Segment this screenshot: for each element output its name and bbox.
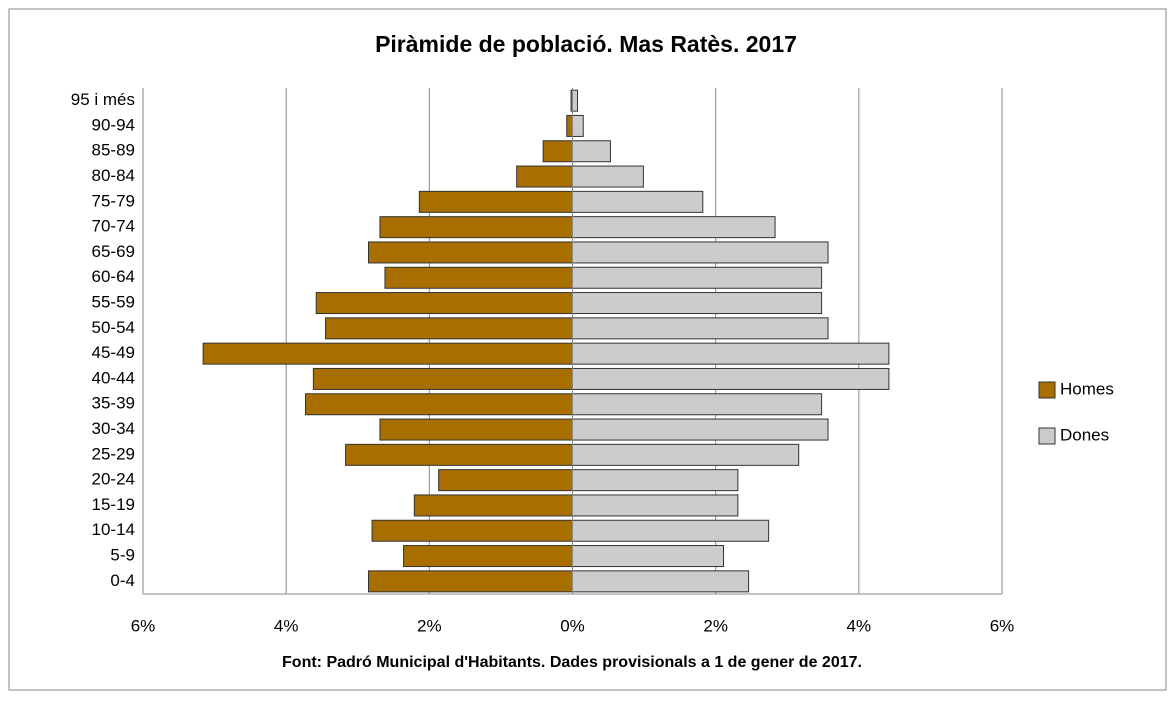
y-tick-label: 30-34 xyxy=(92,419,135,438)
x-tick-label: 6% xyxy=(990,616,1015,635)
bar xyxy=(403,545,573,568)
bar xyxy=(345,443,574,466)
bar xyxy=(572,570,750,593)
bar xyxy=(304,393,573,416)
bar xyxy=(371,519,574,542)
bar xyxy=(572,114,584,137)
bar xyxy=(516,165,573,188)
legend-label: Dones xyxy=(1060,425,1109,444)
bar xyxy=(572,393,823,416)
y-tick-label: 60-64 xyxy=(92,267,135,286)
y-tick-label: 75-79 xyxy=(92,191,135,210)
y-tick-label: 20-24 xyxy=(92,470,135,489)
bar xyxy=(572,494,739,517)
legend-label: Homes xyxy=(1060,379,1114,398)
y-tick-label: 45-49 xyxy=(92,343,135,362)
y-tick-label: 40-44 xyxy=(92,368,135,387)
bar xyxy=(325,317,573,340)
bar xyxy=(572,519,770,542)
y-tick-label: 65-69 xyxy=(92,242,135,261)
bar xyxy=(438,469,573,492)
source-note: Font: Padró Municipal d'Habitants. Dades… xyxy=(282,654,862,671)
bar xyxy=(572,190,704,213)
bar xyxy=(379,418,573,441)
bar xyxy=(315,292,573,315)
bar xyxy=(542,140,573,163)
bar xyxy=(572,469,739,492)
x-tick-label: 0% xyxy=(560,616,585,635)
bar xyxy=(202,342,573,365)
y-tick-label: 55-59 xyxy=(92,293,135,312)
legend-swatch xyxy=(1038,427,1056,445)
bar xyxy=(572,241,829,264)
y-tick-label: 95 i més xyxy=(71,90,135,109)
bar xyxy=(572,342,890,365)
bar xyxy=(572,317,829,340)
bar xyxy=(572,545,725,568)
bar xyxy=(572,443,800,466)
y-tick-label: 25-29 xyxy=(92,444,135,463)
chart-title: Piràmide de població. Mas Ratès. 2017 xyxy=(375,31,797,57)
bar xyxy=(572,89,579,112)
bar xyxy=(312,367,573,390)
bar xyxy=(384,266,573,289)
y-tick-label: 10-14 xyxy=(92,520,135,539)
bar xyxy=(379,216,573,239)
y-tick-label: 35-39 xyxy=(92,394,135,413)
bar xyxy=(413,494,574,517)
bar xyxy=(367,570,573,593)
bar xyxy=(572,292,823,315)
bar xyxy=(367,241,573,264)
x-tick-label: 2% xyxy=(417,616,442,635)
y-tick-label: 5-9 xyxy=(110,546,135,565)
y-tick-label: 0-4 xyxy=(110,571,135,590)
y-tick-label: 15-19 xyxy=(92,495,135,514)
y-tick-label: 50-54 xyxy=(92,318,135,337)
x-tick-label: 4% xyxy=(274,616,299,635)
y-tick-label: 85-89 xyxy=(92,141,135,160)
y-tick-label: 70-74 xyxy=(92,217,135,236)
bar xyxy=(572,266,823,289)
bar xyxy=(418,190,574,213)
bar xyxy=(566,114,573,137)
bar xyxy=(572,418,829,441)
x-tick-label: 2% xyxy=(703,616,728,635)
x-tick-label: 4% xyxy=(847,616,872,635)
bar xyxy=(572,165,644,188)
bar xyxy=(572,367,890,390)
bar xyxy=(572,140,611,163)
y-tick-label: 90-94 xyxy=(92,115,135,134)
x-tick-label: 6% xyxy=(131,616,156,635)
legend-swatch xyxy=(1038,381,1056,399)
bar xyxy=(572,216,776,239)
y-tick-label: 80-84 xyxy=(92,166,135,185)
